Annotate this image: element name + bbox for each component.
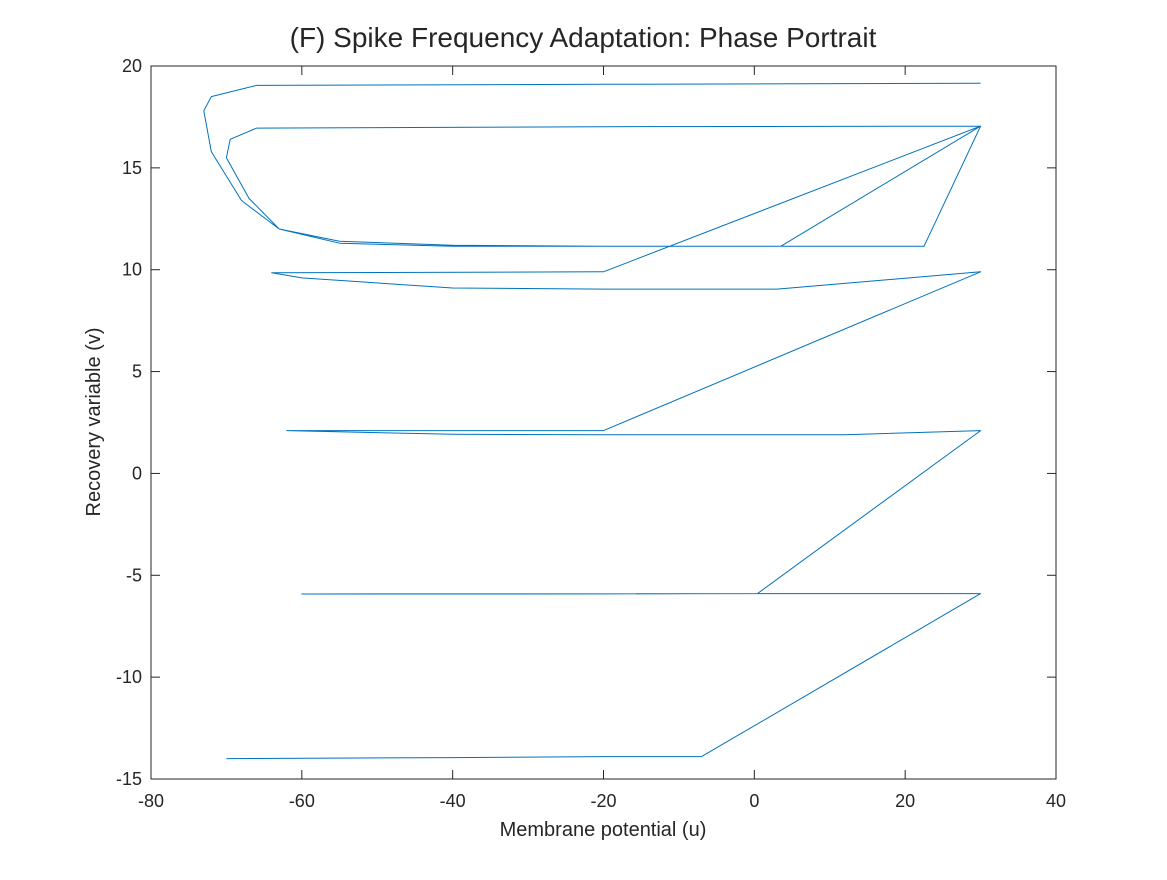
y-tick-label: -10 [116, 667, 142, 687]
chart-title: (F) Spike Frequency Adaptation: Phase Po… [290, 22, 877, 53]
series-line-0 [203, 82, 982, 760]
y-axis-label: Recovery variable (v) [83, 328, 105, 517]
x-tick-label: -60 [289, 791, 315, 811]
y-tick-label: 15 [122, 158, 142, 178]
y-tick-label: -5 [126, 565, 142, 585]
x-tick-label: -40 [440, 791, 466, 811]
axes-box [150, 65, 1057, 780]
x-tick-label: 20 [895, 791, 915, 811]
data-series [203, 82, 982, 760]
x-tick-label: 0 [749, 791, 759, 811]
y-tick-label: 20 [122, 56, 142, 76]
y-tick-label: -15 [116, 769, 142, 789]
x-tick-label: 40 [1046, 791, 1066, 811]
y-tick-label: 0 [132, 463, 142, 483]
x-axis-label: Membrane potential (u) [500, 819, 707, 841]
x-tick-label: -80 [138, 791, 164, 811]
y-tick-label: 5 [132, 362, 142, 382]
x-tick-label: -20 [590, 791, 616, 811]
tick-labels: -80 -60 -40 -20 0 20 40 20 15 10 5 0 -5 -10 -15 [116, 56, 1066, 811]
y-tick-label: 10 [122, 260, 142, 280]
